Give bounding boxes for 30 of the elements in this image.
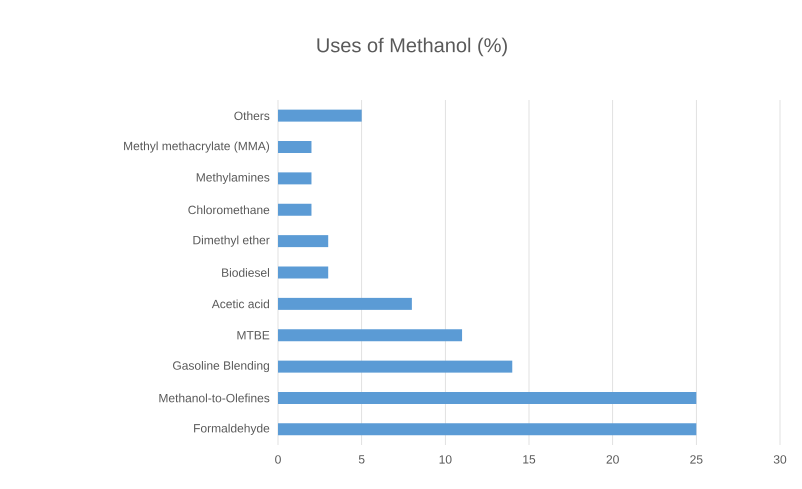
y-tick-label: Methyl methacrylate (MMA) [124, 141, 270, 153]
bar [278, 360, 512, 373]
chart-title: Uses of Methanol (%) [317, 38, 507, 56]
bar [278, 423, 696, 436]
y-tick-label: Acetic acid [212, 299, 270, 308]
y-tick-label: Biodiesel [222, 268, 269, 277]
y-tick-label: Dimethyl ether [193, 236, 270, 247]
x-tick-label: 15 [523, 455, 536, 464]
bar [278, 141, 312, 154]
x-tick-label: 5 [358, 455, 364, 464]
bar [278, 110, 362, 122]
y-tick-label: Chloromethane [188, 205, 270, 214]
y-tick-label: Methanol-to-Olefines [159, 394, 270, 402]
bar [278, 235, 328, 248]
y-tick-label: Gasoline Blending [173, 360, 269, 372]
bar [278, 298, 412, 310]
bar [278, 204, 312, 216]
x-tick-label: 0 [275, 455, 281, 464]
bar [278, 172, 312, 184]
y-tick-label: MTBE [237, 331, 270, 340]
y-tick-label: Methylamines [196, 172, 270, 184]
x-tick-label: 10 [440, 455, 452, 464]
x-tick-label: 30 [774, 455, 786, 464]
bar [278, 329, 462, 342]
bar [278, 392, 696, 404]
y-tick-label: Formaldehyde [194, 424, 270, 435]
x-tick-label: 25 [690, 455, 702, 464]
y-tick-label: Others [234, 111, 270, 120]
x-tick-label: 20 [606, 455, 619, 464]
bar [278, 266, 328, 278]
